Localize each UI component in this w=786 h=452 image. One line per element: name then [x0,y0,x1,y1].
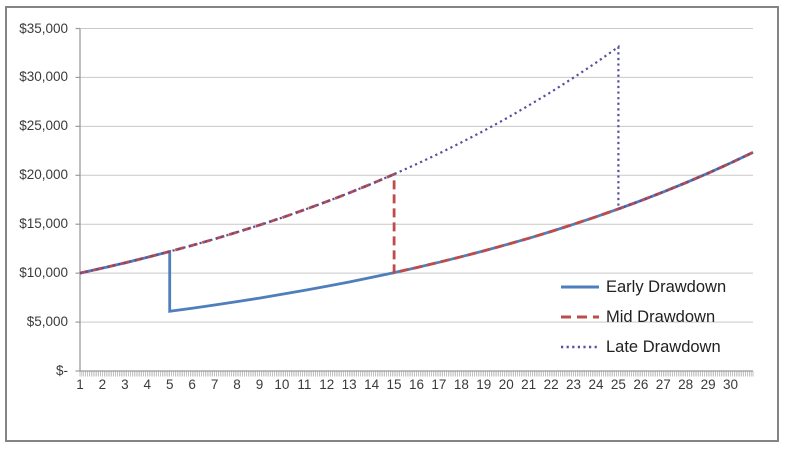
y-axis-label: $10,000 [19,265,68,281]
x-axis-label: 10 [274,377,290,392]
x-axis-label: 1 [76,377,84,392]
x-axis-label: 29 [700,377,716,392]
legend-item-mid-drawdown: Mid Drawdown [560,302,726,332]
x-axis-label: 28 [678,377,694,392]
x-axis-label: 23 [566,377,582,392]
x-axis-label: 20 [498,377,514,392]
x-axis-label: 2 [98,377,107,392]
y-axis-label: $- [55,363,68,378]
y-axis-label: $5,000 [26,314,68,330]
x-axis-label: 25 [610,377,626,392]
x-axis-label: 19 [476,377,492,392]
legend-item-early-drawdown: Early Drawdown [560,272,726,302]
y-axis-label: $30,000 [19,69,68,85]
x-axis-label: 21 [521,377,537,392]
x-axis-label: 4 [143,377,152,392]
x-axis-label: 17 [431,377,447,392]
x-axis-label: 11 [297,377,312,392]
x-axis-label: 27 [655,377,671,392]
x-axis-label: 14 [364,377,380,392]
legend-label-late-drawdown: Late Drawdown [606,337,721,356]
legend: Early Drawdown Mid Drawdown Late Drawdow… [560,272,726,362]
x-axis-label: 5 [165,377,174,392]
legend-label-early-drawdown: Early Drawdown [606,277,727,296]
y-axis-label: $15,000 [19,216,68,232]
legend-label-mid-drawdown: Mid Drawdown [606,307,716,326]
x-axis-label: 22 [543,377,559,392]
y-axis-label: $35,000 [19,20,68,36]
x-axis-label: 16 [408,377,425,392]
x-axis-label: 15 [386,377,402,392]
y-axis-label: $25,000 [19,118,68,134]
legend-line-dashed-icon [561,315,599,319]
legend-line-dotted-icon [561,345,599,349]
legend-item-late-drawdown: Late Drawdown [560,332,726,362]
x-axis-label: 30 [723,377,739,392]
x-axis-label: 8 [233,377,241,392]
chart-border [5,6,779,442]
x-axis-label: 3 [121,377,129,392]
x-axis-label: 24 [588,377,604,392]
x-axis-label: 18 [453,377,469,392]
y-axis-label: $20,000 [19,167,68,183]
x-axis-label: 13 [341,377,357,392]
x-axis-label: 7 [210,377,219,392]
x-axis-label: 6 [188,377,196,392]
x-axis-label: 26 [633,377,649,392]
x-axis-label: 12 [319,377,335,392]
x-axis-label: 9 [255,377,264,392]
legend-line-solid-icon [561,285,599,289]
